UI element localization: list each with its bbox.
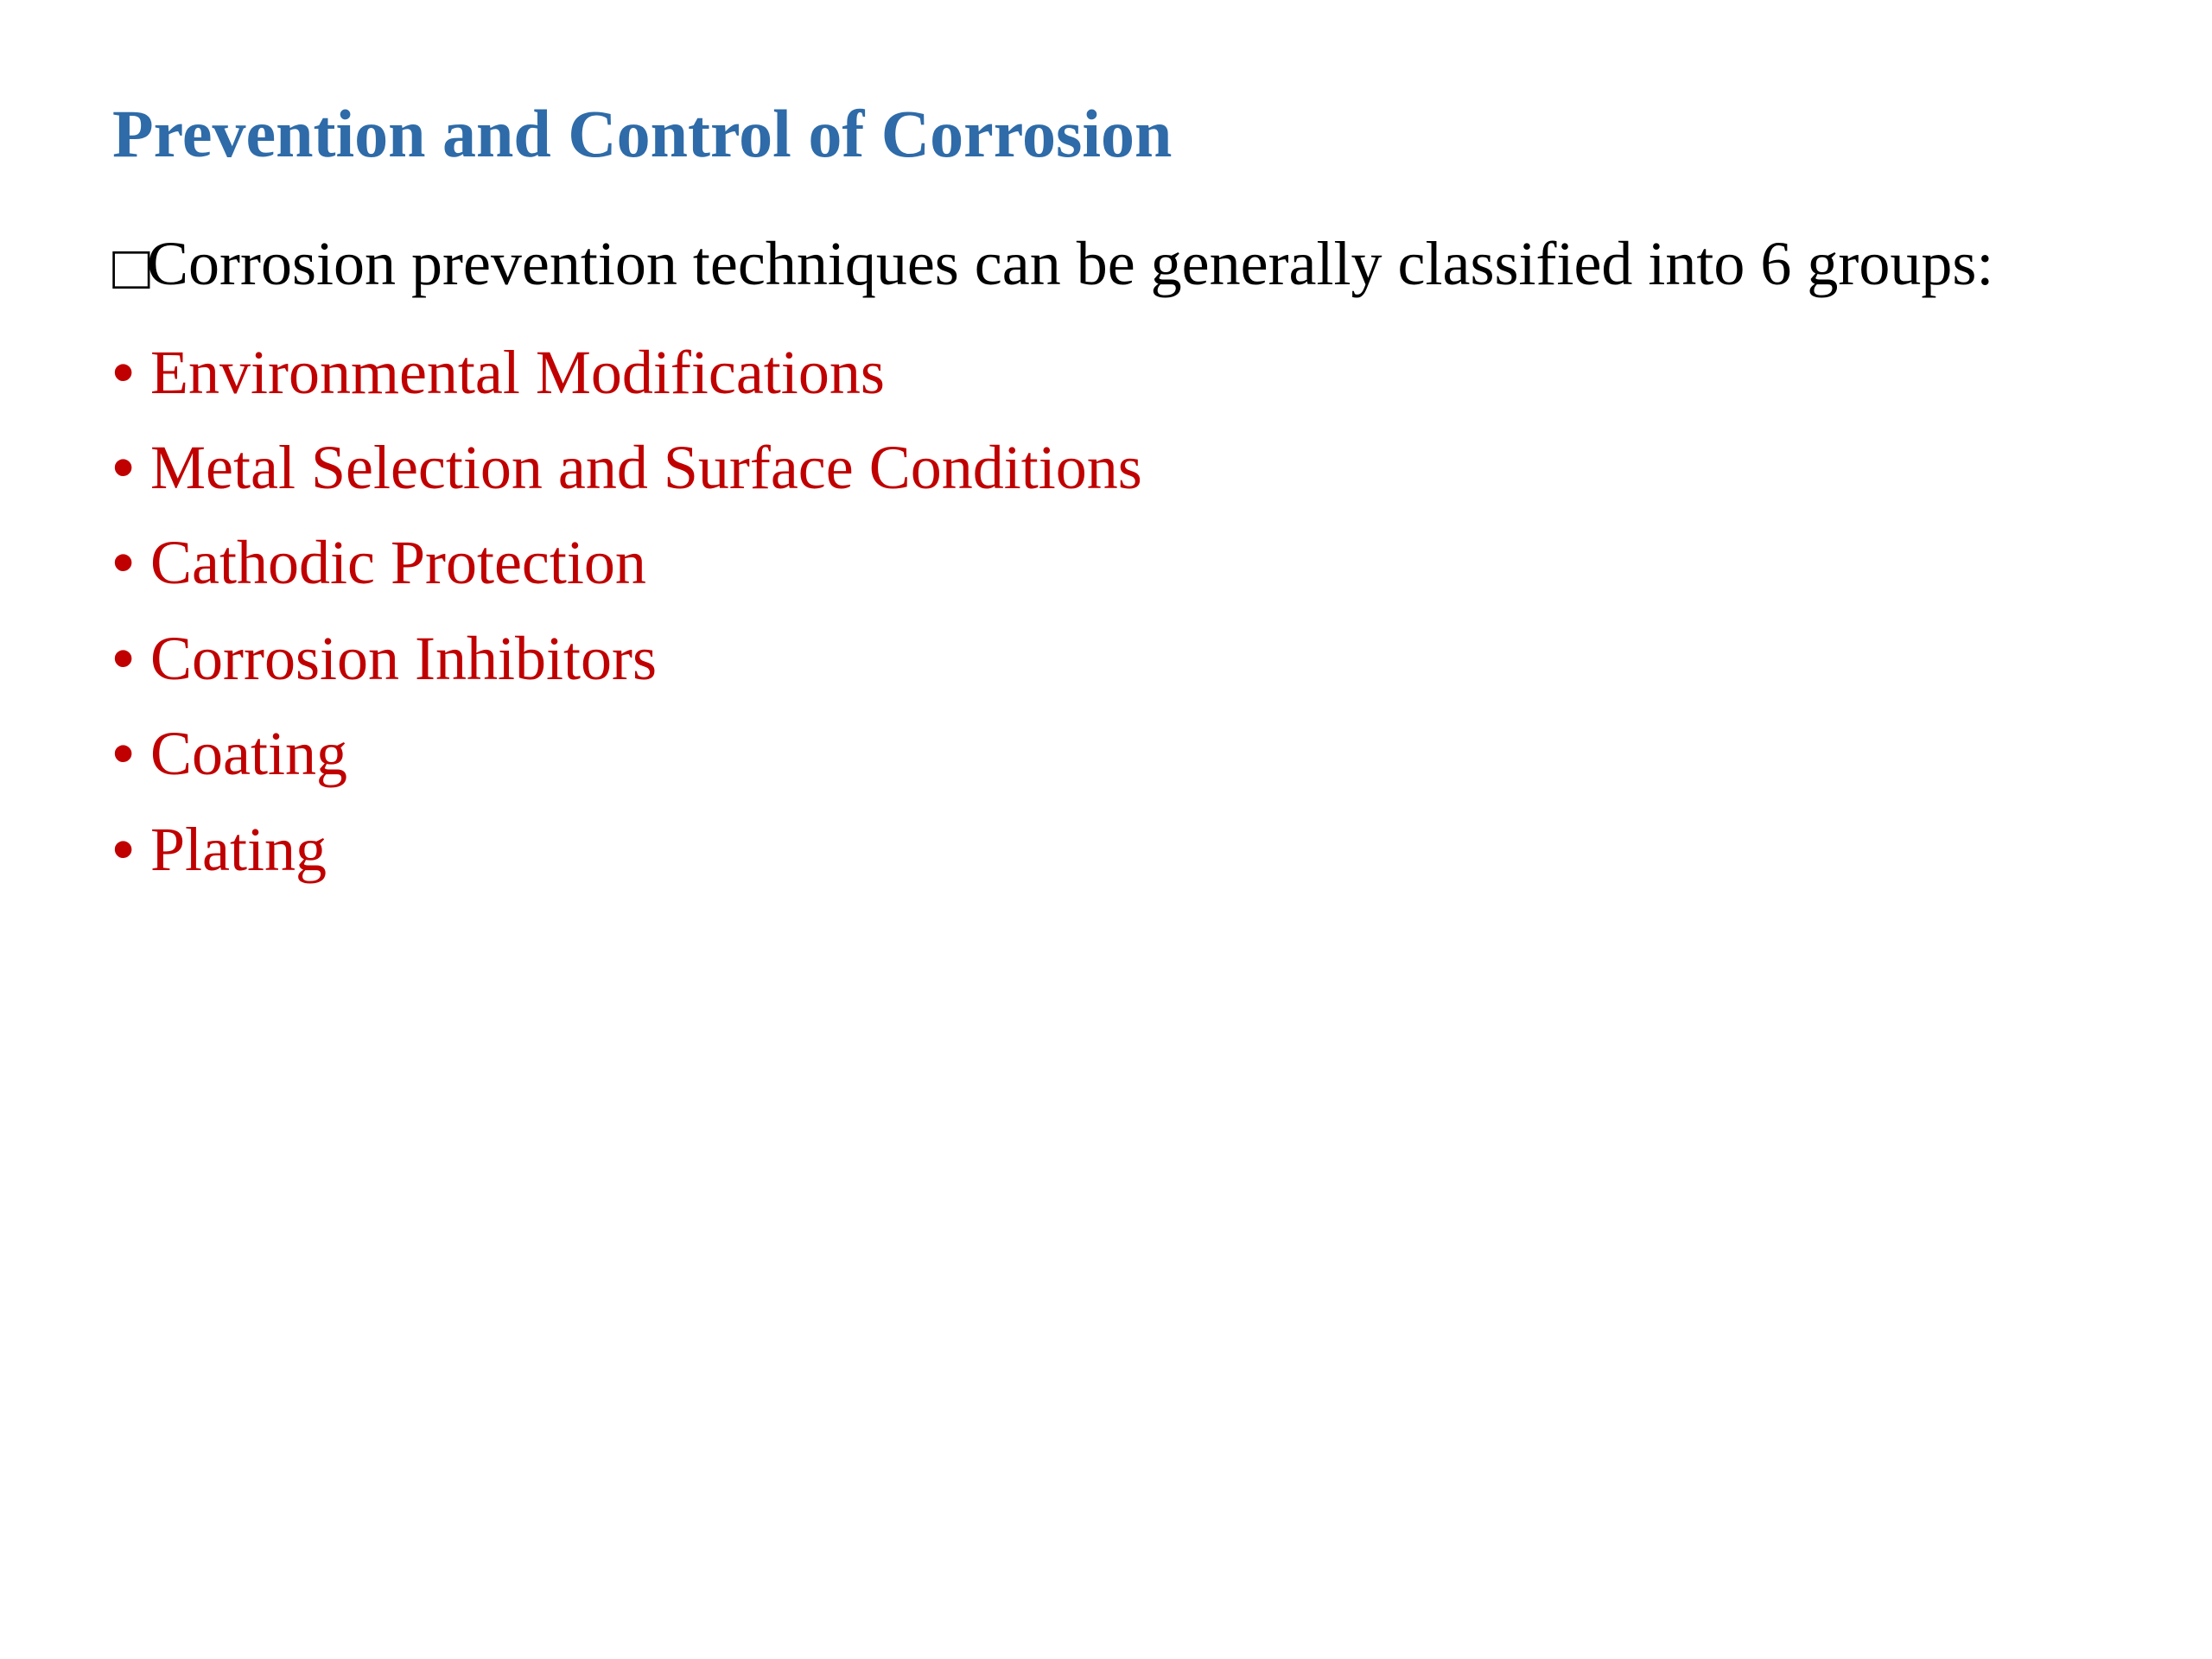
- list-item-label: Coating: [150, 716, 347, 791]
- list-item-label: Environmental Modifications: [150, 335, 885, 410]
- intro-bullet-icon: □: [112, 228, 147, 309]
- technique-list: • Environmental Modifications • Metal Se…: [112, 335, 2100, 887]
- list-item-label: Plating: [150, 812, 327, 887]
- list-item: • Cathodic Protection: [112, 525, 2100, 600]
- list-item-label: Corrosion Inhibitors: [150, 621, 657, 696]
- intro-row: □ Corrosion prevention techniques can be…: [112, 225, 2100, 309]
- bullet-icon: •: [112, 436, 150, 499]
- bullet-icon: •: [112, 341, 150, 404]
- list-item: • Corrosion Inhibitors: [112, 621, 2100, 696]
- list-item: • Metal Selection and Surface Conditions: [112, 430, 2100, 505]
- list-item-label: Cathodic Protection: [150, 525, 646, 600]
- list-item: • Coating: [112, 716, 2100, 791]
- bullet-icon: •: [112, 627, 150, 690]
- intro-text: Corrosion prevention techniques can be g…: [147, 225, 2100, 302]
- bullet-icon: •: [112, 531, 150, 594]
- bullet-icon: •: [112, 722, 150, 785]
- list-item-label: Metal Selection and Surface Conditions: [150, 430, 1142, 505]
- slide-title: Prevention and Control of Corrosion: [112, 95, 2100, 173]
- list-item: • Plating: [112, 812, 2100, 887]
- bullet-icon: •: [112, 818, 150, 880]
- list-item: • Environmental Modifications: [112, 335, 2100, 410]
